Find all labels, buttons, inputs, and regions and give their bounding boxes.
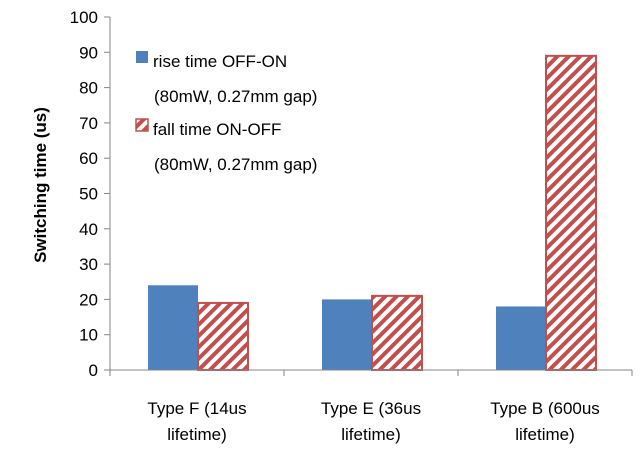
y-tick-label: 100 — [70, 8, 98, 27]
bars — [148, 54, 597, 372]
x-category-label: Type F (14us — [147, 399, 246, 418]
y-tick-label: 30 — [79, 255, 98, 274]
y-tick-label: 80 — [79, 79, 98, 98]
y-tick-label: 0 — [89, 361, 98, 380]
bar-rise-time — [322, 299, 372, 370]
x-category-label: lifetime) — [167, 425, 227, 444]
bar-rise-time — [496, 306, 546, 370]
y-tick-label: 90 — [79, 43, 98, 62]
legend: rise time OFF-ON (80mW, 0.27mm gap) fall t… — [135, 51, 317, 174]
x-category-label: Type E (36us — [321, 399, 421, 418]
y-axis-label: Switching time (us) — [31, 107, 50, 263]
bar-fall-time — [371, 294, 423, 371]
y-tick-label: 60 — [79, 149, 98, 168]
x-category-label: Type B (600us — [490, 399, 600, 418]
legend-label: (80mW, 0.27mm gap) — [154, 155, 317, 174]
x-axis-category-labels: Type F (14us lifetime) Type E (36us lifetim… — [147, 399, 599, 444]
bar-fall-time — [197, 301, 249, 371]
legend-label: (80mW, 0.27mm gap) — [154, 87, 317, 106]
legend-label: fall time ON-OFF — [153, 120, 281, 139]
y-tick-label: 70 — [79, 114, 98, 133]
y-tick-label: 40 — [79, 220, 98, 239]
y-tick-label: 10 — [79, 326, 98, 345]
axes — [109, 17, 633, 376]
legend-swatch-fall — [135, 118, 149, 132]
x-category-label: lifetime) — [515, 425, 575, 444]
bar-rise-time — [148, 285, 198, 370]
x-category-label: lifetime) — [341, 425, 401, 444]
y-tick-label: 20 — [79, 290, 98, 309]
y-axis-ticks: 0 10 20 30 40 50 60 70 80 90 100 — [70, 8, 110, 380]
legend-label: rise time OFF-ON — [153, 52, 287, 71]
legend-swatch-rise — [136, 51, 148, 63]
bar-fall-time — [545, 54, 597, 372]
y-tick-label: 50 — [79, 185, 98, 204]
